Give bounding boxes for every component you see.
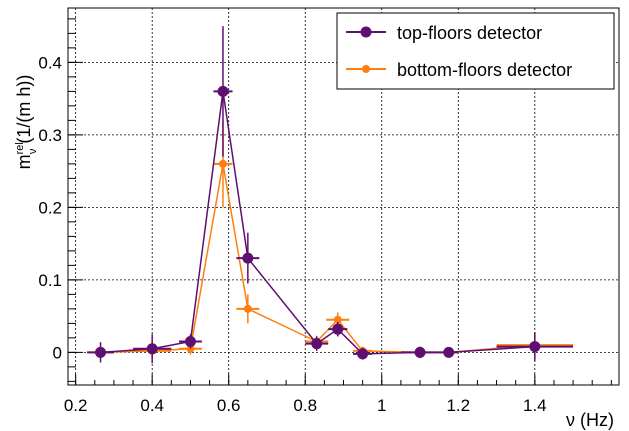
legend-box [336,12,615,90]
y-axis-label-unit: (1/(m h)) [14,75,34,149]
y-tick-label: 0.1 [38,271,62,290]
y-axis-label-sup: rel [14,142,26,154]
legend-label-top-floors: top-floors detector [397,23,542,43]
series-line-top-floors [100,91,535,355]
data-point-bottom-floors [218,159,227,168]
y-tick-label: 0.4 [38,53,62,72]
series-bottom-floors [87,120,574,359]
x-tick-label: 0.8 [293,396,317,415]
y-tick-label: 0.2 [38,198,62,217]
x-tick-label: 1.4 [523,396,547,415]
x-tick-label: 1.2 [446,396,470,415]
y-axis-label-sub: ν [27,148,39,154]
data-point-top-floors [311,338,323,350]
data-point-bottom-floors [333,315,342,324]
data-point-top-floors [529,341,541,353]
x-axis-label: ν (Hz) [566,410,614,430]
y-axis-label-main: m [14,154,34,169]
series-top-floors [87,26,574,364]
x-tick-label: 0.2 [64,396,88,415]
data-point-bottom-floors [243,304,252,313]
data-point-top-floors [357,348,369,360]
x-tick-label: 0.6 [217,396,241,415]
data-point-top-floors [443,346,455,358]
y-tick-label: 0.3 [38,126,62,145]
data-series [87,26,574,364]
data-point-top-floors [184,336,196,347]
data-point-top-floors [146,343,158,355]
legend-label-bottom-floors: bottom-floors detector [397,60,572,80]
legend-marker-bottom-floors [362,65,370,73]
series-line-bottom-floors [100,163,535,354]
x-tick-label: 1 [377,396,386,415]
data-point-top-floors [242,252,254,264]
y-axis-label: mrelν (1/(m h)) [14,75,39,170]
data-point-top-floors [332,323,344,335]
axis-ticks: 0.2 0.4 0.6 0.8 1 1.2 1.4 0 0.1 0.2 0.3 0.4 [38,18,612,415]
legend: top-floors detector bottom-floors detect… [336,12,615,90]
legend-marker-top-floors [360,26,372,38]
x-tick-label: 0.4 [140,396,164,415]
data-point-top-floors [95,346,107,358]
data-point-top-floors [414,346,426,358]
y-tick-label: 0 [53,343,62,362]
data-point-top-floors [217,85,229,97]
